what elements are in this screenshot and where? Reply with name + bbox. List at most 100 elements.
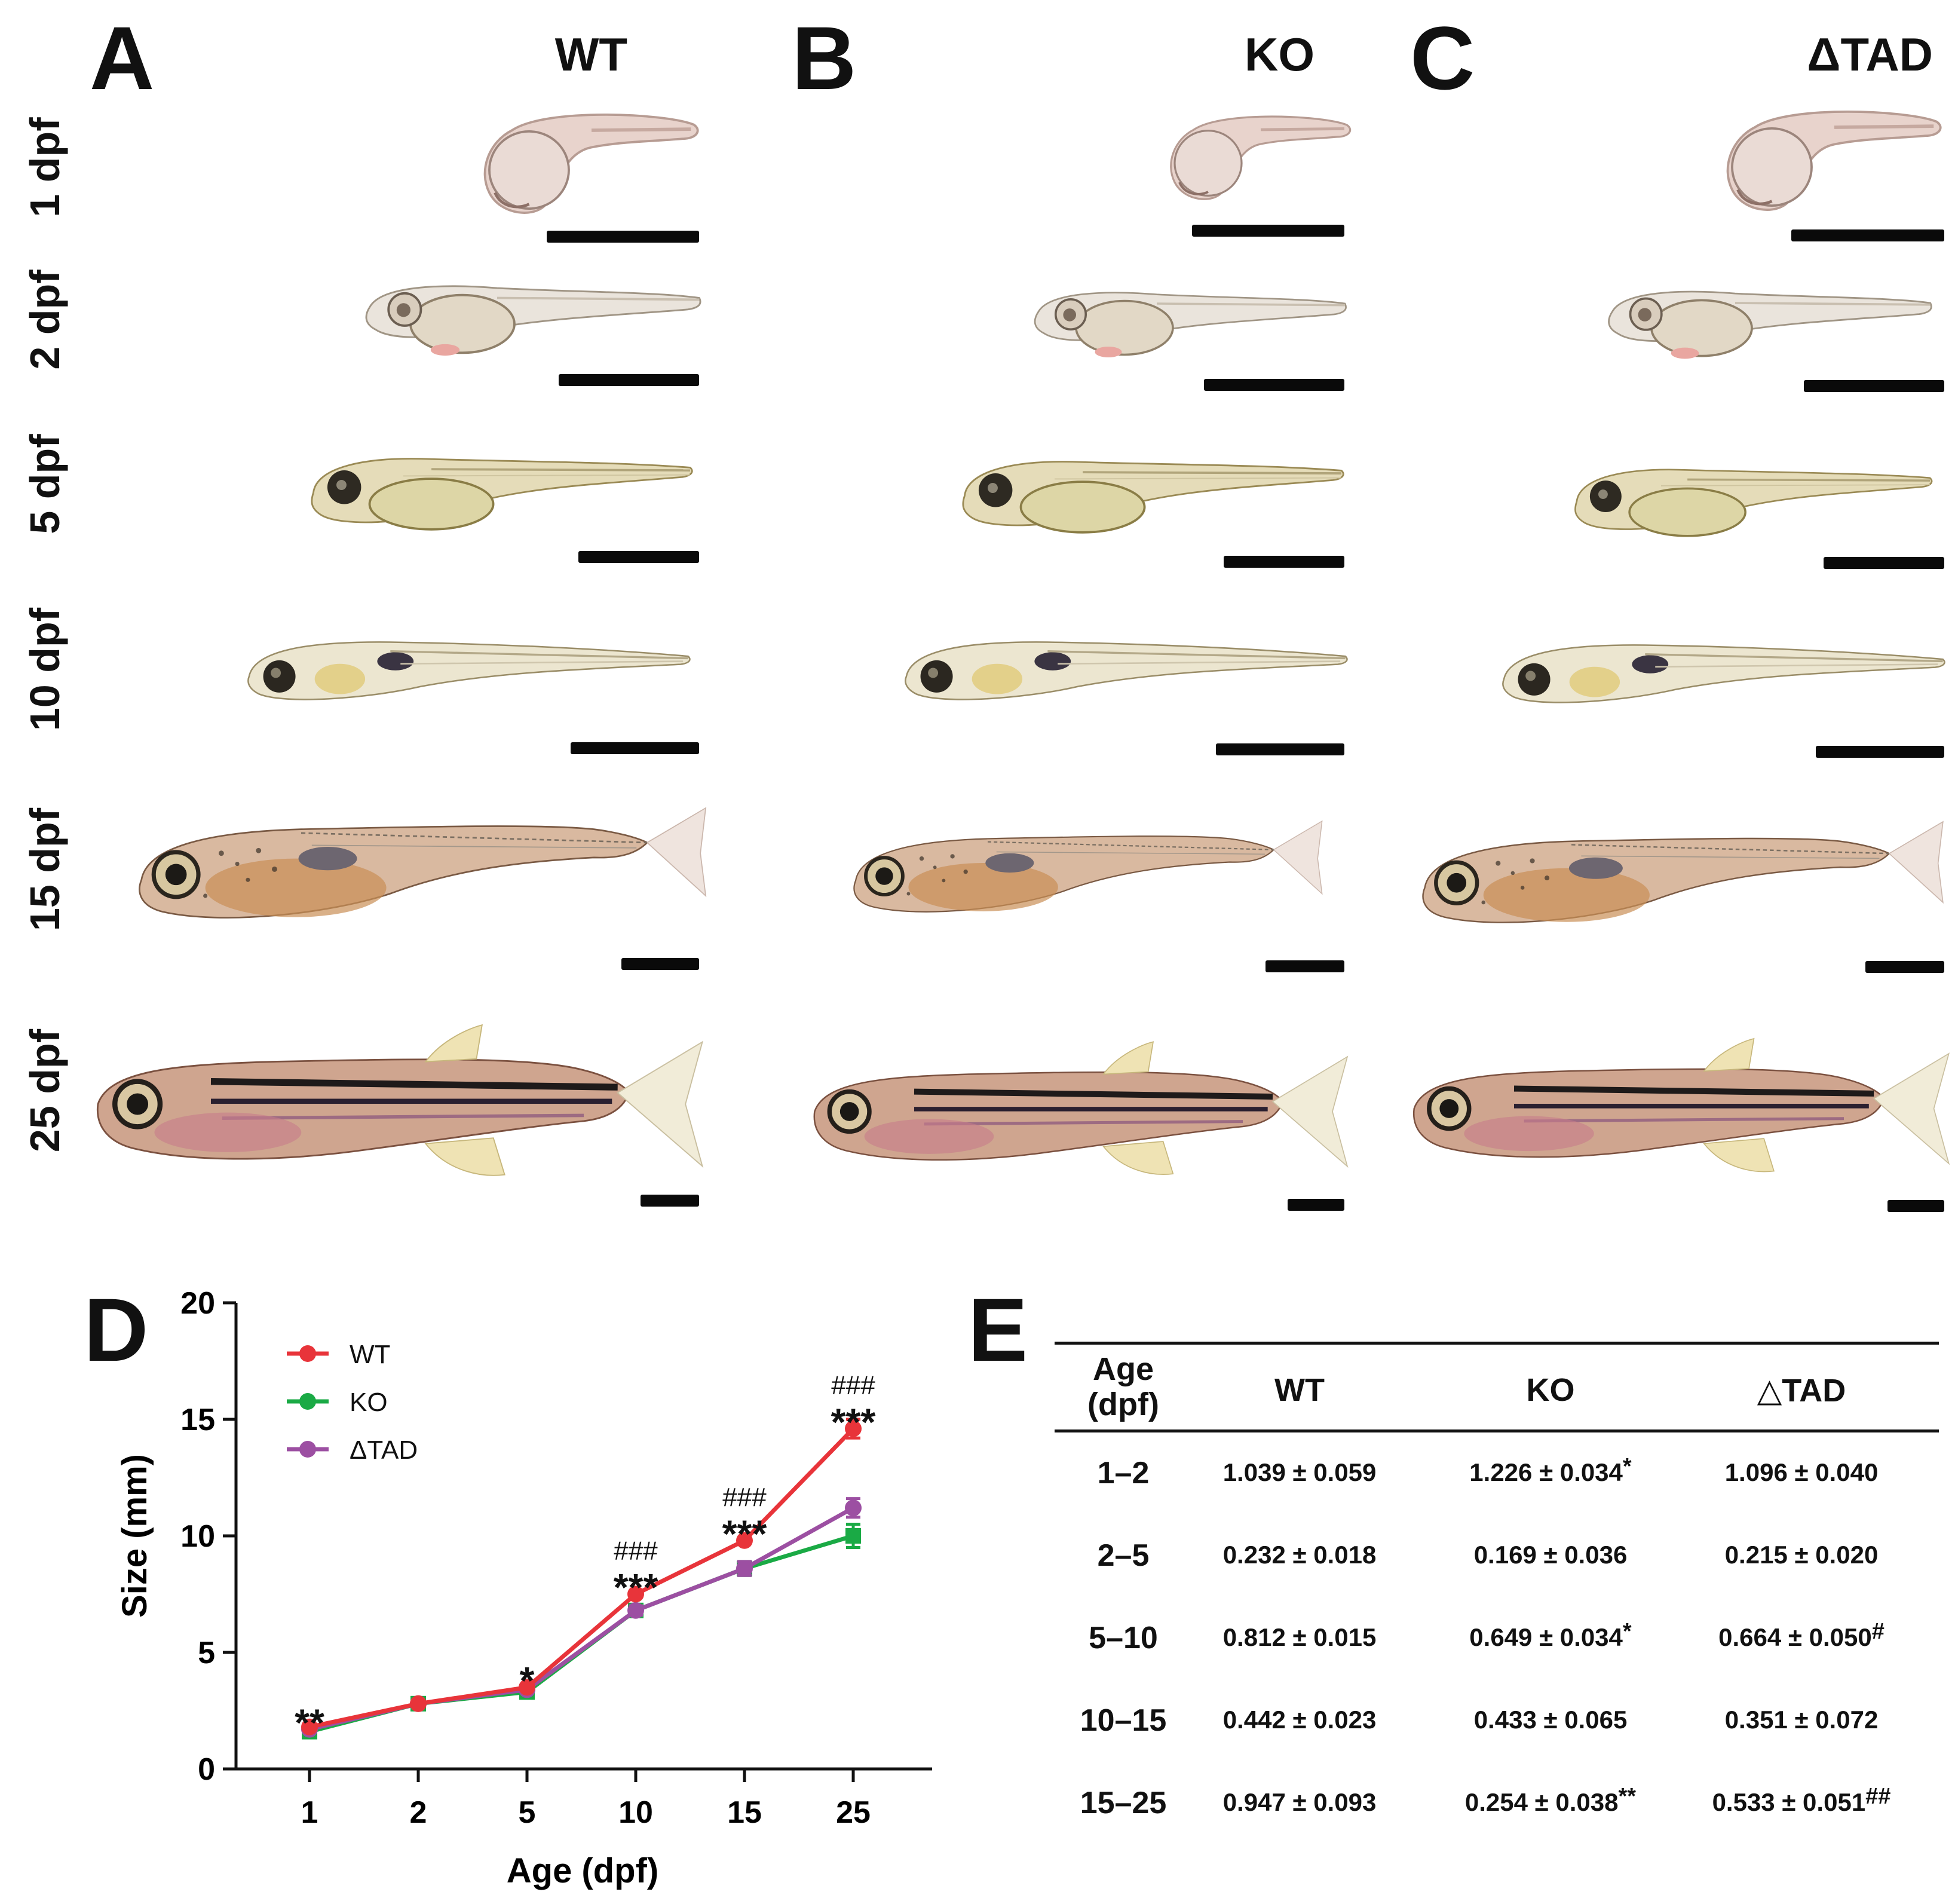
legend-marker [299, 1345, 316, 1362]
scale-bar-wt-2dpf [559, 374, 699, 386]
data-point [410, 1695, 427, 1712]
scale-bar-dtad-2dpf [1804, 380, 1944, 392]
significance-stars: *** [722, 1513, 767, 1556]
significance-mark: ** [1618, 1784, 1637, 1809]
significance-stars: *** [831, 1400, 876, 1443]
embryo-dtad-1dpf [1728, 112, 1941, 210]
significance-mark: ## [1865, 1784, 1891, 1809]
table-cell-ko: 0.649 ± 0.034* [1469, 1619, 1632, 1651]
fish-ko-25dpf [814, 1042, 1347, 1174]
significance-hashes: ### [614, 1536, 658, 1566]
panel-label-e: E [968, 1279, 1028, 1380]
chart-annotations: ******### ***###***### [295, 1371, 875, 1744]
table-cell-dtad: 0.664 ± 0.050# [1718, 1619, 1885, 1651]
table-cell-ko: 0.433 ± 0.065 [1473, 1706, 1628, 1734]
fish-wt-15dpf [140, 808, 706, 918]
legend-label: WT [350, 1340, 390, 1369]
data-point [845, 1420, 862, 1437]
data-point [519, 1679, 535, 1696]
fish-wt-25dpf [97, 1025, 702, 1176]
larvae-image-grid [0, 0, 1958, 1231]
table-row-age: 15–25 [1080, 1786, 1167, 1820]
scale-bar-dtad-25dpf [1887, 1200, 1944, 1212]
significance-hashes: ### [722, 1483, 767, 1512]
series-line [309, 1427, 855, 1729]
scale-bar-wt-15dpf [621, 958, 699, 970]
legend-marker [299, 1441, 316, 1458]
data-point [845, 1528, 861, 1544]
x-tick-label: 10 [618, 1795, 653, 1830]
y-tick-label: 20 [180, 1286, 215, 1321]
series-wt [301, 1418, 862, 1735]
table-cell-dtad: 1.096 ± 0.040 [1724, 1458, 1879, 1486]
series-line [309, 1506, 854, 1732]
scale-bar-dtad-15dpf [1865, 961, 1944, 973]
data-point [736, 1560, 753, 1577]
scale-bar-ko-5dpf [1224, 556, 1344, 568]
scale-bar-wt-10dpf [571, 742, 699, 754]
table-cell-wt: 0.442 ± 0.023 [1222, 1706, 1377, 1734]
table-cell-dtad: 0.351 ± 0.072 [1724, 1706, 1879, 1734]
embryo-wt-1dpf [485, 115, 698, 213]
genotype-label-ko: KO [1245, 28, 1314, 81]
table-row-age: 5–10 [1089, 1621, 1158, 1655]
larva-ko-10dpf [904, 641, 1349, 701]
significance-stars: ** [295, 1701, 324, 1744]
y-tick-label: 15 [180, 1403, 215, 1437]
larva-dtad-5dpf [1574, 468, 1933, 537]
legend-marker [299, 1393, 316, 1410]
table-row-age: 10–15 [1080, 1703, 1167, 1738]
larva-ko-2dpf [1034, 291, 1347, 359]
y-tick-label: 0 [198, 1752, 215, 1787]
table-cell-dtad: 0.533 ± 0.051## [1712, 1784, 1891, 1816]
significance-hashes: ### [831, 1371, 875, 1400]
fish-ko-15dpf [854, 821, 1322, 912]
table-cell-ko: 1.226 ± 0.034* [1469, 1454, 1632, 1486]
table-cell-ko: 0.254 ± 0.038** [1464, 1784, 1637, 1816]
larva-ko-5dpf [961, 460, 1345, 534]
panel-label-a: A [90, 8, 155, 108]
scale-bar-ko-1dpf [1192, 225, 1344, 237]
scale-bar-ko-10dpf [1216, 743, 1344, 755]
table-header-rule [1055, 1429, 1939, 1432]
larva-dtad-10dpf [1502, 644, 1946, 704]
table-cell-wt: 0.232 ± 0.018 [1222, 1541, 1377, 1569]
legend-label: ΔTAD [350, 1435, 418, 1465]
table-row-age: 1–2 [1097, 1456, 1150, 1490]
genotype-label-dtad: ΔTAD [1807, 28, 1933, 81]
y-tick-label: 5 [198, 1636, 215, 1670]
data-point [627, 1585, 644, 1603]
chart-series [301, 1418, 862, 1740]
scale-bar-dtad-10dpf [1816, 746, 1944, 758]
x-axis-label: Age (dpf) [507, 1851, 659, 1890]
fish-dtad-25dpf [1414, 1039, 1948, 1172]
x-tick-label: 15 [727, 1795, 762, 1830]
larva-wt-5dpf [310, 457, 694, 531]
scale-bar-ko-25dpf [1288, 1199, 1344, 1211]
legend-label: KO [350, 1388, 388, 1417]
larva-dtad-2dpf [1607, 290, 1933, 360]
significance-mark: * [1622, 1454, 1632, 1479]
scale-bar-wt-5dpf [578, 551, 699, 563]
x-tick-label: 2 [410, 1795, 427, 1830]
scale-bar-wt-25dpf [641, 1195, 699, 1207]
table-cell-wt: 1.039 ± 0.059 [1222, 1458, 1377, 1486]
growth-rate-table: Age (dpf) WT KO △TAD 1–2 1.039 ± 0.059 1… [1055, 1339, 1939, 1877]
x-tick-label: 25 [836, 1795, 871, 1830]
series-ko [302, 1523, 861, 1740]
table-row-age: 2–5 [1097, 1538, 1150, 1573]
data-point [845, 1499, 862, 1517]
table-top-rule [1055, 1342, 1939, 1345]
table-cell-ko: 0.169 ± 0.036 [1473, 1541, 1628, 1569]
scale-bar-ko-15dpf [1266, 960, 1344, 972]
data-point [736, 1532, 753, 1549]
significance-stars: * [520, 1659, 535, 1702]
table-cell-wt: 0.947 ± 0.093 [1222, 1788, 1377, 1816]
x-tick-label: 5 [519, 1795, 536, 1830]
embryo-ko-1dpf [1171, 117, 1350, 199]
series-δtad [301, 1497, 862, 1738]
genotype-label-wt: WT [554, 28, 627, 81]
panel-label-b: B [792, 8, 857, 108]
table-cell-dtad: 0.215 ± 0.020 [1724, 1541, 1879, 1569]
